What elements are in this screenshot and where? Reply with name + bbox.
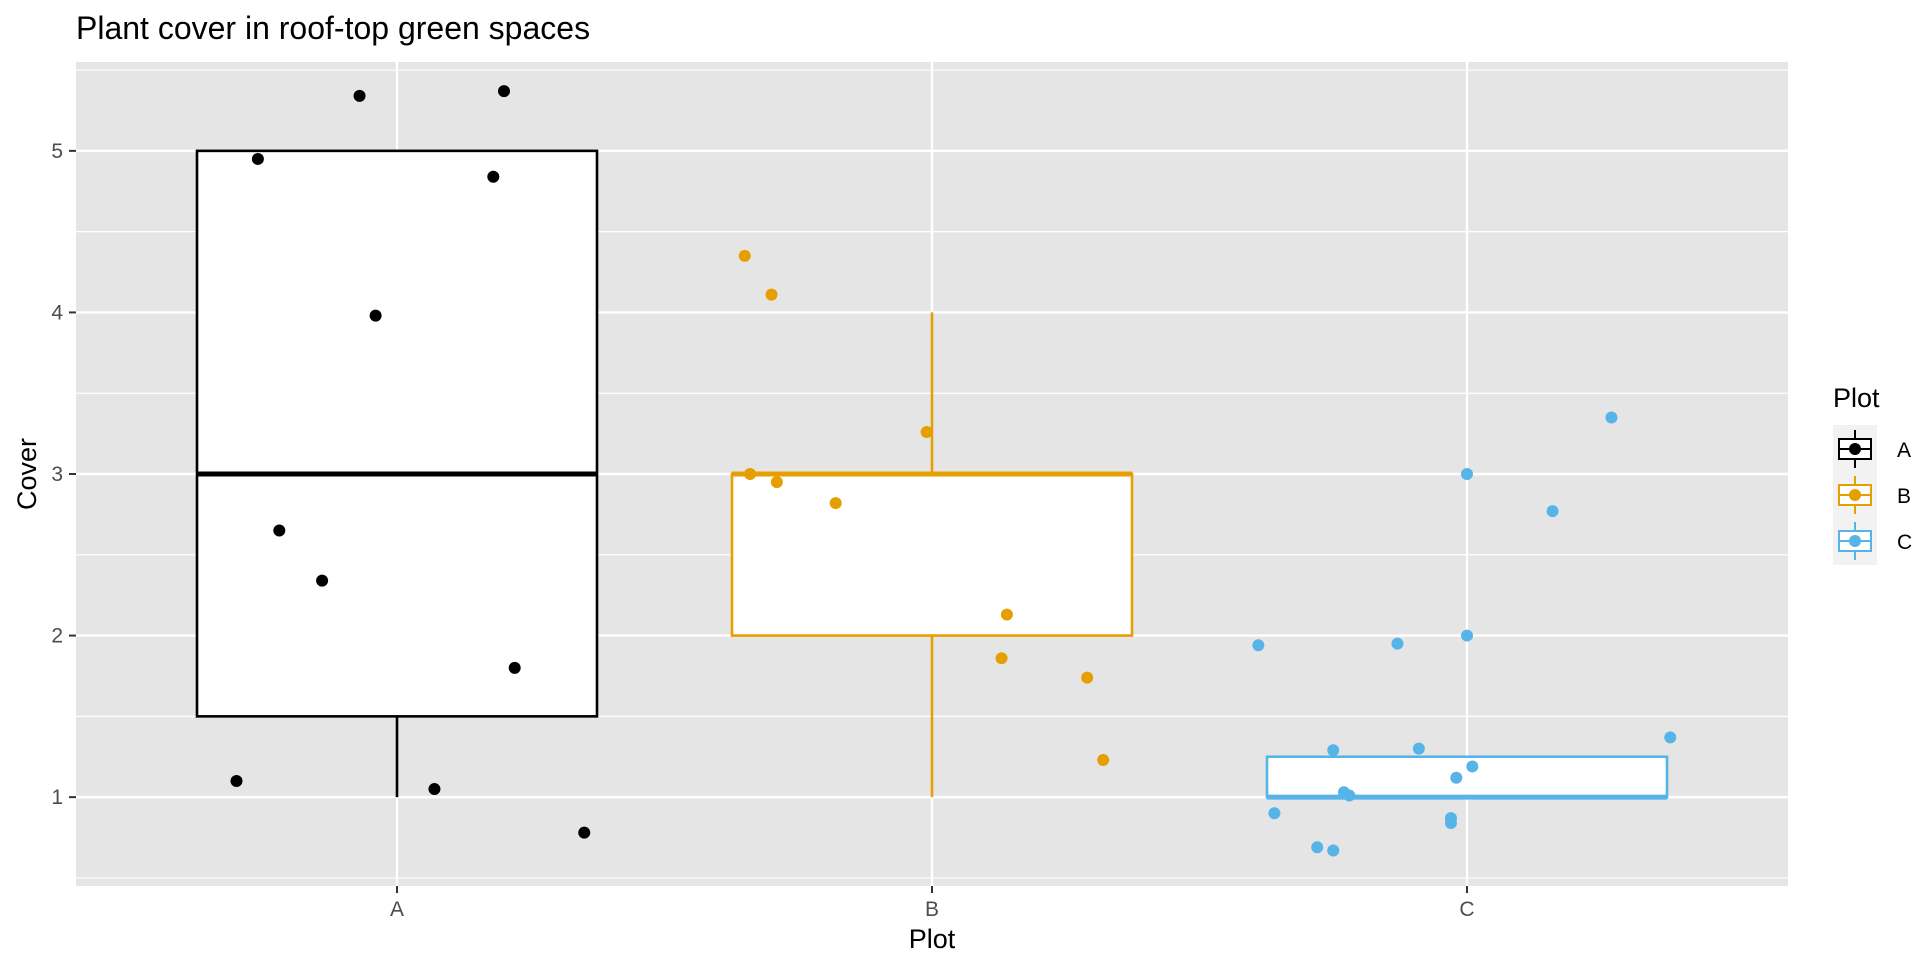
data-point-C bbox=[1605, 411, 1618, 424]
legend-key-C: C bbox=[1838, 522, 1912, 560]
data-point-B bbox=[829, 497, 842, 510]
box-A bbox=[195, 149, 599, 798]
data-point-A bbox=[498, 85, 510, 98]
x-tick-label: B bbox=[925, 898, 939, 921]
data-point-B bbox=[920, 425, 933, 438]
y-tick-label: 1 bbox=[51, 786, 63, 809]
data-point-A bbox=[369, 309, 382, 322]
data-point-C bbox=[1450, 771, 1463, 784]
chart-title: Plant cover in roof-top green spaces bbox=[76, 10, 590, 46]
data-point-B bbox=[1081, 671, 1094, 684]
legend-label: B bbox=[1897, 485, 1911, 508]
data-point-B bbox=[770, 476, 783, 489]
y-tick-label: 3 bbox=[51, 463, 63, 486]
data-point-A bbox=[273, 524, 286, 537]
data-point-C bbox=[1546, 505, 1559, 518]
legend-label: C bbox=[1897, 531, 1912, 554]
y-axis-label: Cover bbox=[12, 438, 42, 510]
data-point-B bbox=[1000, 608, 1013, 621]
legend-key-point bbox=[1849, 443, 1861, 455]
x-axis-label: Plot bbox=[909, 924, 956, 954]
y-tick-label: 2 bbox=[51, 625, 63, 648]
legend-key-point bbox=[1849, 535, 1861, 547]
data-points bbox=[230, 85, 1677, 857]
data-point-C bbox=[1268, 807, 1281, 820]
y-tick-label: 5 bbox=[51, 140, 63, 163]
legend-key-A: A bbox=[1838, 430, 1911, 468]
data-point-B bbox=[738, 249, 751, 262]
box-rect bbox=[195, 149, 599, 718]
data-point-C bbox=[1461, 629, 1473, 642]
legend-keys: ABC bbox=[1838, 430, 1912, 560]
data-point-C bbox=[1461, 468, 1473, 480]
data-point-C bbox=[1252, 639, 1265, 652]
y-tick-label: 4 bbox=[51, 301, 63, 324]
data-point-C bbox=[1444, 816, 1457, 829]
data-point-B bbox=[765, 288, 778, 301]
data-point-A bbox=[230, 774, 243, 787]
data-point-A bbox=[353, 89, 366, 102]
data-point-A bbox=[487, 170, 500, 183]
data-point-C bbox=[1391, 637, 1404, 650]
data-point-A bbox=[251, 152, 264, 165]
data-point-B bbox=[744, 468, 757, 480]
x-tick-label: C bbox=[1459, 898, 1474, 921]
legend: Plot ABC bbox=[1833, 383, 1912, 565]
legend-key-point bbox=[1849, 489, 1861, 501]
data-point-C bbox=[1343, 789, 1356, 802]
data-point-C bbox=[1327, 744, 1340, 757]
box-B bbox=[730, 312, 1134, 798]
x-axis-ticks: A B C bbox=[390, 886, 1475, 921]
legend-title: Plot bbox=[1833, 383, 1880, 413]
legend-label: A bbox=[1897, 439, 1911, 462]
data-point-C bbox=[1664, 731, 1677, 744]
data-point-C bbox=[1311, 841, 1324, 854]
data-point-A bbox=[578, 826, 591, 839]
data-point-B bbox=[1097, 753, 1110, 766]
data-point-A bbox=[428, 783, 441, 796]
box-rect bbox=[730, 472, 1134, 637]
x-tick-label: A bbox=[390, 898, 404, 921]
boxes bbox=[195, 149, 1669, 800]
data-point-A bbox=[508, 661, 521, 674]
data-point-B bbox=[995, 652, 1008, 665]
box-C bbox=[1265, 755, 1669, 800]
data-point-C bbox=[1327, 844, 1340, 857]
box-rect bbox=[1265, 755, 1669, 799]
data-point-C bbox=[1412, 742, 1425, 755]
data-point-C bbox=[1466, 760, 1479, 773]
y-axis-ticks: 1 2 3 4 5 bbox=[51, 140, 76, 809]
data-point-A bbox=[316, 574, 329, 587]
legend-key-B: B bbox=[1838, 476, 1911, 514]
